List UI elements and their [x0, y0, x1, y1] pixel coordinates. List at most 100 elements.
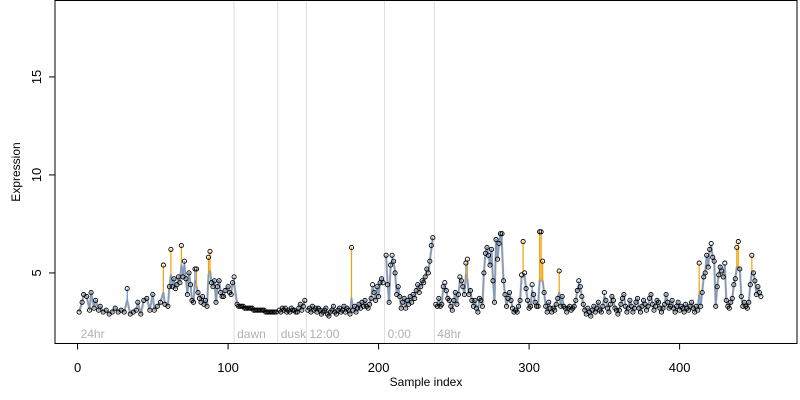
y-tick-label: 15 — [29, 70, 44, 84]
data-point — [157, 299, 163, 305]
data-point — [485, 252, 492, 258]
data-point — [475, 309, 481, 315]
data-point — [702, 270, 708, 276]
data-point — [225, 284, 231, 290]
data-point — [371, 289, 377, 296]
data-point — [330, 303, 336, 309]
data-point — [537, 229, 543, 235]
data-point — [451, 297, 457, 303]
data-point — [373, 297, 379, 303]
data-point — [491, 299, 498, 305]
data-point — [618, 301, 624, 307]
data-point — [479, 303, 485, 309]
data-point — [237, 303, 243, 309]
data-point — [543, 303, 549, 309]
x-tick-label: 0 — [74, 360, 81, 375]
data-point — [517, 297, 523, 303]
data-point — [607, 301, 613, 307]
data-point — [187, 282, 194, 288]
data-point — [300, 303, 306, 309]
smooth-line-blue — [435, 232, 762, 317]
data-point — [571, 303, 577, 309]
data-point — [397, 293, 403, 300]
data-point — [380, 280, 386, 286]
data-point — [183, 276, 189, 282]
data-point — [487, 262, 493, 268]
data-point — [722, 260, 728, 266]
data-point — [689, 299, 695, 305]
data-point — [478, 297, 484, 303]
data-point — [481, 270, 487, 276]
data-point — [469, 297, 475, 303]
data-point — [272, 309, 278, 315]
data-point — [523, 286, 529, 292]
data-point — [576, 278, 582, 284]
data-point — [574, 288, 580, 294]
group-label-first: 24hr — [81, 327, 105, 341]
data-point — [529, 282, 535, 288]
data-point — [178, 242, 184, 249]
data-point — [422, 274, 428, 280]
data-point — [729, 295, 735, 301]
data-point — [133, 307, 139, 313]
data-point — [603, 297, 609, 303]
y-tick-label: 10 — [29, 168, 44, 182]
data-point — [177, 280, 183, 286]
data-point — [88, 289, 94, 296]
data-point — [392, 270, 398, 276]
data-point — [634, 295, 641, 301]
data-point — [758, 293, 764, 300]
data-point — [488, 246, 495, 252]
data-point — [499, 231, 505, 237]
data-point — [506, 289, 513, 296]
data-point — [436, 295, 442, 301]
data-point — [395, 284, 401, 290]
separator-label: dawn — [237, 327, 266, 341]
data-point — [228, 291, 234, 298]
data-point — [538, 229, 544, 235]
data-point — [744, 305, 750, 311]
data-point — [600, 303, 606, 309]
data-point — [558, 303, 564, 309]
data-point — [109, 309, 115, 315]
data-point — [199, 293, 206, 300]
data-point — [165, 303, 171, 309]
separator-layer: dawn dusk 12:00 0:00 48hr 24hr — [81, 0, 461, 344]
data-point — [535, 303, 541, 309]
data-point — [522, 270, 528, 276]
data-point — [528, 303, 534, 309]
data-point — [427, 258, 433, 264]
separator-label: dusk — [281, 327, 307, 341]
data-point — [428, 242, 434, 249]
data-point — [190, 299, 197, 305]
data-point — [708, 240, 714, 247]
data-point — [556, 268, 562, 274]
separator-label: 48hr — [437, 327, 461, 341]
data-point — [552, 307, 558, 313]
data-point — [348, 244, 355, 251]
data-point — [205, 254, 212, 260]
data-point — [711, 258, 717, 264]
separator-label: 0:00 — [388, 327, 412, 341]
data-point — [525, 297, 531, 303]
data-point — [213, 299, 219, 305]
data-point — [464, 256, 470, 262]
data-point — [184, 291, 190, 298]
data-point — [467, 288, 473, 294]
data-point — [747, 282, 753, 288]
data-point — [713, 303, 719, 309]
data-point — [430, 235, 436, 241]
data-point — [391, 258, 397, 264]
data-point — [367, 301, 373, 307]
data-point — [601, 289, 607, 296]
x-tick-label: 100 — [217, 360, 239, 375]
data-point — [293, 309, 299, 315]
data-point — [442, 280, 448, 286]
data-point — [454, 301, 460, 307]
data-point — [246, 305, 252, 311]
data-point — [103, 307, 109, 313]
data-point — [231, 274, 237, 280]
data-point — [270, 309, 276, 315]
data-point — [669, 297, 675, 303]
data-point — [675, 299, 681, 305]
